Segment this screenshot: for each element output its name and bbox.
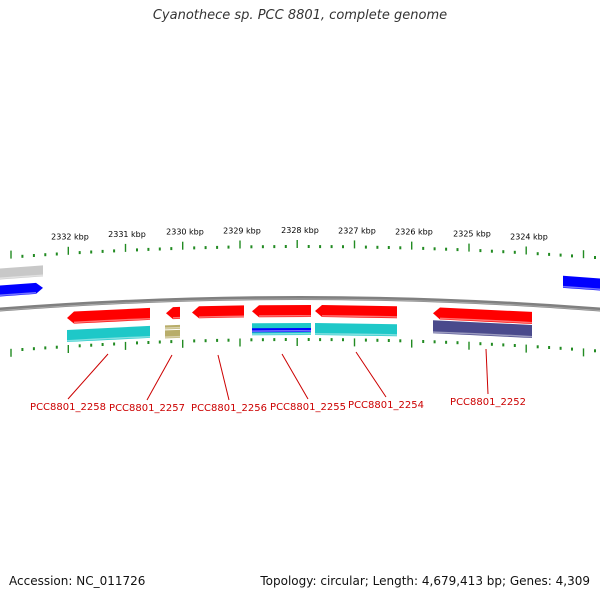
feature-PCC8801_2254[interactable] <box>315 323 397 337</box>
gene-PCC8801_2252[interactable] <box>433 307 532 324</box>
gray-feature-left-highlight <box>0 274 44 280</box>
blue-gene-left-highlight <box>0 291 37 297</box>
feature-PCC8801_2252[interactable] <box>433 320 532 338</box>
leader-line-PCC8801_2254 <box>355 351 387 398</box>
locus-label[interactable]: PCC8801_2252 <box>450 397 526 408</box>
locus-label[interactable]: PCC8801_2256 <box>191 403 267 414</box>
feature-PCC8801_2257-top[interactable] <box>165 324 180 330</box>
feature-PCC8801_2258-highlight <box>66 335 151 342</box>
gene-PCC8801_2255[interactable] <box>252 305 311 318</box>
feature-PCC8801_2255-blue[interactable] <box>252 328 311 333</box>
kbp-label: 2331 kbp <box>108 230 146 239</box>
genome-summary: Topology: circular; Length: 4,679,413 bp… <box>260 574 590 588</box>
locus-label[interactable]: PCC8801_2255 <box>270 402 346 413</box>
leader-line-PCC8801_2258 <box>67 353 109 400</box>
kbp-label: 2328 kbp <box>281 226 319 235</box>
feature-PCC8801_2257[interactable] <box>165 329 180 339</box>
kbp-label: 2332 kbp <box>51 233 89 242</box>
leader-line-PCC8801_2255 <box>281 353 309 400</box>
leader-line-PCC8801_2256 <box>217 354 230 401</box>
kbp-label: 2324 kbp <box>510 233 548 242</box>
gene-PCC8801_2256[interactable] <box>192 305 244 319</box>
accession-text: Accession: NC_011726 <box>9 574 146 588</box>
feature-PCC8801_2252-highlight <box>432 331 533 338</box>
genome-backbone-highlight <box>0 298 600 312</box>
kbp-label: 2325 kbp <box>453 230 491 239</box>
blue-gene-right[interactable] <box>563 275 600 291</box>
locus-label[interactable]: PCC8801_2258 <box>30 402 106 413</box>
leader-line-PCC8801_2257 <box>146 354 173 401</box>
genome-title: Cyanothece sp. PCC 8801, complete genome <box>152 8 448 23</box>
kbp-label: 2326 kbp <box>395 228 433 237</box>
feature-PCC8801_2258[interactable] <box>67 325 150 343</box>
locus-label[interactable]: PCC8801_2254 <box>348 400 424 411</box>
feature-PCC8801_2254-highlight <box>314 333 398 336</box>
kbp-label: 2327 kbp <box>338 226 376 235</box>
kbp-label: 2329 kbp <box>223 226 261 235</box>
gene-PCC8801_2258[interactable] <box>67 307 150 324</box>
gene-PCC8801_2258-highlight <box>73 317 151 324</box>
feature-PCC8801_2257-highlight <box>164 335 181 338</box>
locus-label[interactable]: PCC8801_2257 <box>109 403 185 414</box>
gene-PCC8801_2254-highlight <box>321 315 398 318</box>
leader-line-PCC8801_2252 <box>485 348 489 395</box>
kbp-label: 2330 kbp <box>166 228 204 237</box>
gene-PCC8801_2257[interactable] <box>166 306 180 320</box>
gray-feature-left[interactable] <box>0 265 43 280</box>
gene-PCC8801_2252-highlight <box>439 317 533 324</box>
blue-gene-right-highlight <box>562 285 600 291</box>
blue-gene-left[interactable] <box>0 282 43 297</box>
genome-backbone <box>0 296 600 312</box>
gene-PCC8801_2254[interactable] <box>315 305 397 319</box>
gene-PCC8801_2256-highlight <box>198 315 245 318</box>
